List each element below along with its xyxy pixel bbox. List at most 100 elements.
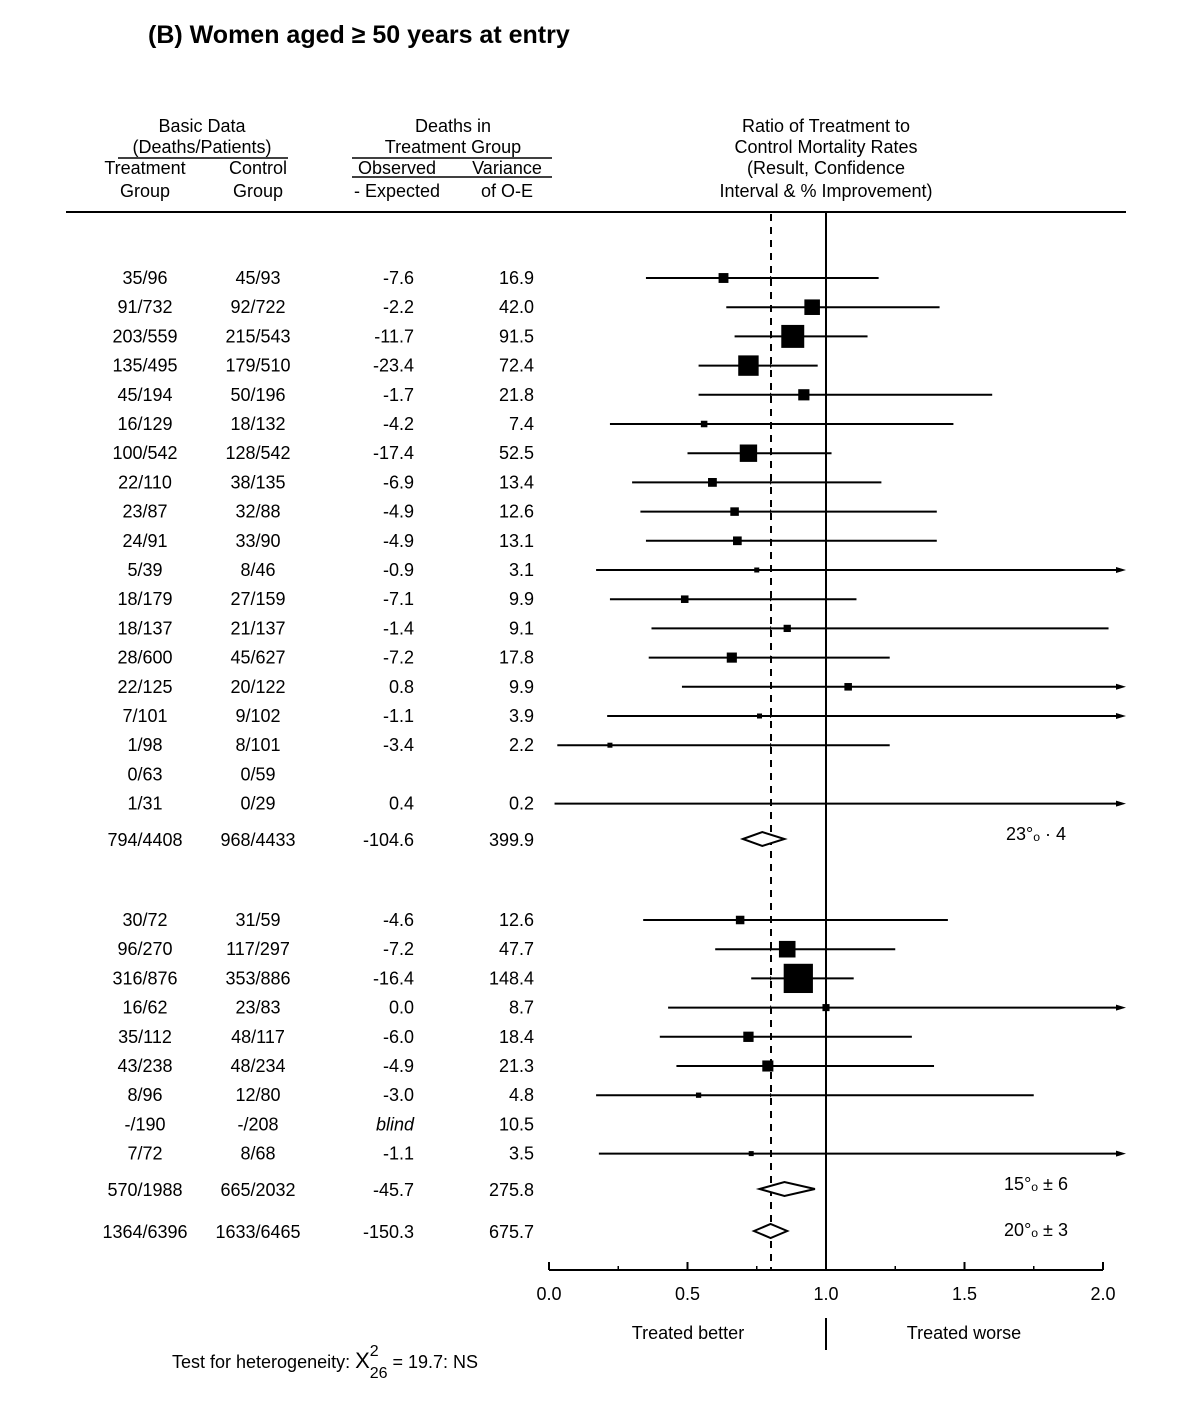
g1-row4-oe: -23.4 — [373, 356, 414, 376]
g1-row2-control: 92/722 — [230, 297, 285, 317]
g2-row3-point — [783, 963, 813, 994]
g2-row3-oe: -16.4 — [373, 968, 414, 988]
g1-row6-treatment: 16/129 — [117, 414, 172, 434]
g2-row8-variance: 10.5 — [499, 1114, 534, 1134]
heterogeneity-test: Test for heterogeneity: X2 26 = 19.7: NS — [172, 1343, 478, 1382]
g1-row15-oe: 0.8 — [389, 677, 414, 697]
header-treatment-group-1: Treatment — [104, 158, 185, 178]
g1-row14-treatment: 28/600 — [117, 648, 172, 668]
g1-subtotal-diamond — [739, 830, 788, 848]
g2-subtotal-variance: 275.8 — [489, 1180, 534, 1200]
g2-subtotal-improvement: 15°ₒ ± 6 — [1004, 1174, 1068, 1194]
x-tick-label-1: 0.5 — [675, 1284, 700, 1304]
g1-row16-point — [757, 713, 763, 719]
header-basic-data: Basic Data — [158, 116, 246, 136]
g2-row5-control: 48/117 — [231, 1027, 285, 1047]
heterogeneity-prefix: Test for heterogeneity: — [172, 1352, 355, 1372]
g1-row14-point — [726, 652, 737, 663]
g2-row1-variance: 12.6 — [499, 910, 534, 930]
g1-row16-oe: -1.1 — [383, 706, 414, 726]
g2-row2-treatment: 96/270 — [117, 939, 172, 959]
g1-row16-control: 9/102 — [235, 706, 280, 726]
g2-row4-variance: 8.7 — [509, 998, 534, 1018]
chi-superscript: 2 — [370, 1343, 379, 1360]
g1-row3-oe: -11.7 — [374, 326, 414, 346]
g1-row19-control: 0/29 — [240, 794, 275, 814]
g1-row8-variance: 13.4 — [499, 472, 534, 492]
g1-row5-control: 50/196 — [230, 385, 285, 405]
g1-row12-treatment: 18/179 — [117, 589, 172, 609]
g2-row4-treatment: 16/62 — [122, 998, 167, 1018]
x-tick-label-2: 1.0 — [813, 1284, 838, 1304]
g1-row3-variance: 91.5 — [499, 326, 534, 346]
figure-title: (B) Women aged ≥ 50 years at entry — [148, 21, 570, 49]
g2-row7-control: 12/80 — [235, 1085, 280, 1105]
g1-row3-control: 215/543 — [225, 326, 290, 346]
g1-row13-oe: -1.4 — [383, 618, 414, 638]
g2-row1-treatment: 30/72 — [122, 910, 167, 930]
g1-row5-treatment: 45/194 — [117, 385, 172, 405]
g2-subtotal-control: 665/2032 — [220, 1180, 295, 1200]
g1-row19-treatment: 1/31 — [127, 794, 162, 814]
g1-row19-ci-arrow — [1116, 800, 1126, 807]
g1-row9-oe: -4.9 — [383, 502, 414, 522]
g1-row11-point — [754, 567, 760, 573]
g1-row5-point — [798, 389, 810, 401]
g1-row7-oe: -17.4 — [373, 443, 414, 463]
g1-row1-control: 45/93 — [235, 268, 280, 288]
g1-row13-variance: 9.1 — [509, 618, 534, 638]
g2-row4-ci-arrow — [1116, 1004, 1126, 1011]
g1-subtotal-oe: -104.6 — [363, 830, 414, 850]
g1-row12-control: 27/159 — [230, 589, 285, 609]
g1-row8-control: 38/135 — [230, 472, 285, 492]
g2-row6-control: 48/234 — [230, 1056, 285, 1076]
total-oe: -150.3 — [363, 1222, 414, 1242]
g2-row8-treatment: -/190 — [124, 1114, 165, 1134]
header-treatment-group-2: Group — [120, 181, 170, 201]
g1-row13-point — [783, 624, 791, 633]
total-improvement: 20°ₒ ± 3 — [1004, 1220, 1068, 1240]
g2-row3-variance: 148.4 — [489, 968, 534, 988]
g1-row15-point — [844, 683, 852, 691]
g1-row6-variance: 7.4 — [509, 414, 534, 434]
g1-row1-variance: 16.9 — [499, 268, 534, 288]
header-observed: Observed — [358, 158, 436, 178]
g1-row11-oe: -0.9 — [383, 560, 414, 580]
g1-row2-treatment: 91/732 — [117, 297, 172, 317]
g1-row9-control: 32/88 — [235, 502, 280, 522]
g2-row7-variance: 4.8 — [509, 1085, 534, 1105]
g1-row8-treatment: 22/110 — [118, 472, 172, 492]
g2-row6-oe: -4.9 — [383, 1056, 414, 1076]
g1-row17-point — [607, 742, 613, 748]
total-control: 1633/6465 — [215, 1222, 300, 1242]
g1-row14-oe: -7.2 — [383, 648, 414, 668]
g2-row7-oe: -3.0 — [383, 1085, 414, 1105]
g1-row9-treatment: 23/87 — [122, 502, 167, 522]
g1-row16-ci-arrow — [1116, 713, 1126, 719]
header-control-group-1: Control — [229, 158, 287, 178]
header-deaths-in: Deaths in — [415, 116, 491, 136]
g1-row10-treatment: 24/91 — [122, 531, 167, 551]
g1-row8-point — [708, 478, 717, 487]
g1-subtotal-control: 968/4433 — [220, 830, 295, 850]
g2-row5-variance: 18.4 — [499, 1027, 534, 1047]
x-axis-ticks: 0.0 0.5 1.0 1.5 2.0 — [536, 1262, 1116, 1304]
g1-row13-treatment: 18/137 — [117, 618, 172, 638]
g1-row6-oe: -4.2 — [383, 414, 414, 434]
g1-row18-control: 0/59 — [240, 764, 275, 784]
g1-row17-control: 8/101 — [235, 735, 280, 755]
treated-worse-label: Treated worse — [907, 1323, 1021, 1343]
header-variance: Variance — [472, 158, 542, 178]
header-ratio-4: Interval & % Improvement) — [719, 181, 932, 201]
g1-row1-point — [718, 273, 729, 283]
header-deaths-patients: (Deaths/Patients) — [132, 137, 271, 157]
g2-row4-control: 23/83 — [235, 998, 280, 1018]
header-of-oe: of O-E — [481, 181, 533, 201]
g1-row12-variance: 9.9 — [509, 589, 534, 609]
header-expected: - Expected — [354, 181, 440, 201]
g1-row13-control: 21/137 — [230, 618, 285, 638]
g2-row5-treatment: 35/112 — [118, 1027, 172, 1047]
g1-row4-variance: 72.4 — [499, 356, 534, 376]
g1-row11-ci-arrow — [1116, 567, 1126, 573]
